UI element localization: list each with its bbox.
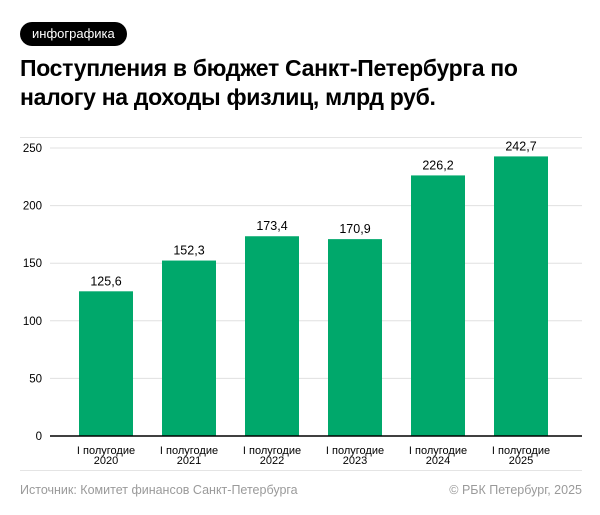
data-label: 170,9 [339,222,370,236]
x-tick-label: I полугодие [492,445,550,457]
data-label: 173,4 [256,219,287,233]
x-tick-label: 2025 [509,455,533,467]
x-tick-label: 2020 [94,455,118,467]
source-note: Источник: Комитет финансов Санкт-Петербу… [20,483,298,497]
bar [79,291,133,436]
y-tick-label: 250 [23,143,42,155]
data-label: 226,2 [422,158,453,172]
x-tick-label: 2022 [260,455,284,467]
copyright: © РБК Петербург, 2025 [449,483,582,497]
bar [494,156,548,436]
y-tick-label: 0 [36,431,42,443]
x-tick-label: 2021 [177,455,201,467]
bar [162,260,216,436]
data-label: 242,7 [505,139,536,153]
x-tick-label: I полугодие [77,445,135,457]
bar [411,175,465,436]
y-tick-label: 50 [29,373,42,385]
x-tick-label: 2024 [426,455,450,467]
y-tick-label: 200 [23,201,42,213]
data-label: 152,3 [173,244,204,258]
x-tick-label: I полугодие [160,445,218,457]
top-divider [20,137,582,138]
x-tick-label: I полугодие [409,445,467,457]
bar [328,239,382,436]
data-label: 125,6 [90,274,121,288]
category-badge: инфографика [20,22,127,46]
x-tick-label: I полугодие [243,445,301,457]
bottom-divider [20,470,582,471]
x-tick-label: 2023 [343,455,367,467]
x-tick-label: I полугодие [326,445,384,457]
bar [245,236,299,436]
y-tick-label: 100 [23,316,42,328]
y-tick-label: 150 [23,258,42,270]
chart-title: Поступления в бюджет Санкт-Петербурга по… [20,55,518,110]
